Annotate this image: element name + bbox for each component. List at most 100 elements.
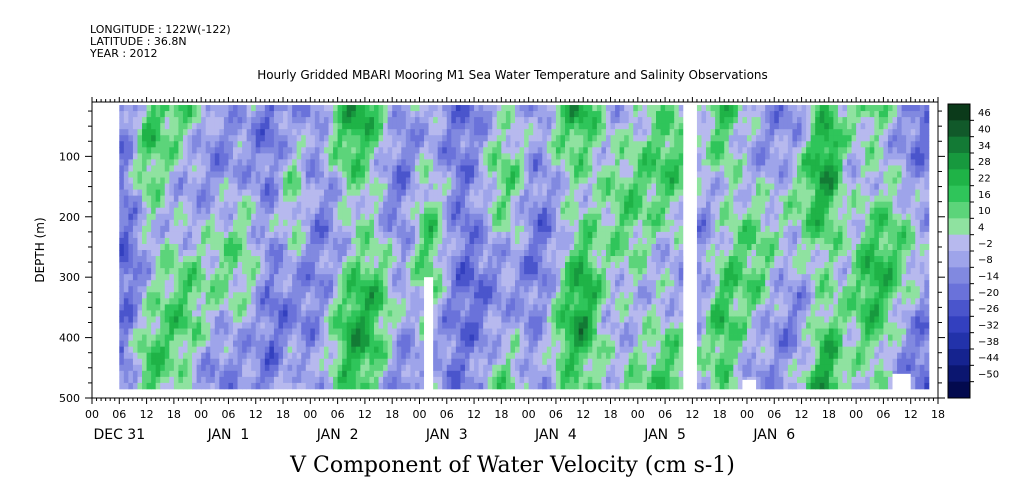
heatmap-cell — [414, 243, 420, 251]
heatmap-cell — [478, 364, 484, 372]
heatmap-cell — [396, 135, 402, 142]
heatmap-cell — [219, 256, 225, 263]
heatmap-cell — [455, 117, 461, 124]
heatmap-cell — [387, 171, 393, 178]
heatmap-cell — [333, 183, 339, 190]
heatmap-cell — [137, 219, 143, 227]
heatmap-cell — [323, 177, 329, 184]
heatmap-cell — [569, 123, 575, 130]
heatmap-cell — [414, 213, 420, 221]
heatmap-cell — [378, 141, 384, 148]
heatmap-cell — [492, 207, 498, 215]
heatmap-cell — [528, 304, 534, 311]
heatmap-cell — [374, 243, 379, 251]
heatmap-cell — [474, 123, 480, 130]
heatmap-cell — [492, 280, 498, 287]
heatmap-cell — [187, 213, 193, 221]
heatmap-cell — [546, 177, 552, 184]
heatmap-cell — [182, 165, 188, 172]
heatmap-cell — [446, 201, 452, 209]
heatmap-cell — [196, 250, 202, 257]
heatmap-cell — [528, 225, 534, 233]
heatmap-cell — [278, 159, 284, 166]
heatmap-cell — [524, 274, 530, 281]
heatmap-cell — [496, 219, 502, 227]
heatmap-cell — [555, 123, 561, 130]
heatmap-cell — [296, 376, 302, 384]
heatmap-cell — [396, 346, 402, 354]
heatmap-cell — [533, 340, 539, 348]
heatmap-cell — [310, 268, 316, 275]
heatmap-cell — [196, 165, 202, 172]
heatmap-cell — [578, 237, 584, 245]
heatmap-cell — [319, 195, 325, 203]
heatmap-cell — [442, 165, 448, 172]
heatmap-cell — [401, 117, 407, 124]
heatmap-cell — [119, 328, 125, 335]
heatmap-cell — [546, 135, 552, 142]
heatmap-cell — [314, 322, 320, 329]
heatmap-cell — [569, 171, 575, 178]
heatmap-cell — [587, 304, 593, 311]
heatmap-cell — [578, 256, 584, 263]
heatmap-cell — [319, 177, 325, 184]
heatmap-cell — [596, 201, 602, 209]
heatmap-cell — [551, 141, 557, 148]
heatmap-cell — [546, 129, 552, 136]
heatmap-cell — [355, 231, 361, 239]
heatmap-cell — [469, 177, 475, 184]
heatmap-cell — [187, 159, 193, 166]
heatmap-cell — [319, 358, 325, 366]
heatmap-cell — [483, 117, 489, 124]
heatmap-cell — [578, 195, 584, 203]
heatmap-cell — [301, 117, 307, 124]
heatmap-cell — [205, 286, 211, 293]
heatmap-cell — [474, 274, 480, 281]
heatmap-cell — [233, 304, 238, 311]
heatmap-cell — [446, 364, 452, 372]
heatmap-cell — [378, 189, 384, 197]
heatmap-cell — [219, 135, 225, 142]
heatmap-cell — [237, 316, 243, 323]
heatmap-cell — [214, 304, 220, 311]
heatmap-cell — [169, 177, 175, 184]
heatmap-cell — [201, 183, 207, 190]
heatmap-cell — [205, 328, 211, 335]
heatmap-cell — [578, 268, 584, 275]
heatmap-cell — [587, 219, 593, 227]
heatmap-cell — [301, 201, 307, 209]
heatmap-cell — [196, 358, 202, 366]
heatmap-cell — [574, 171, 580, 178]
heatmap-cell — [328, 322, 334, 329]
heatmap-cell — [119, 105, 125, 112]
heatmap-cell — [533, 177, 539, 184]
heatmap-cell — [146, 328, 152, 335]
heatmap-cell — [242, 310, 248, 317]
heatmap-cell — [515, 219, 520, 227]
heatmap-cell — [255, 153, 261, 160]
heatmap-cell — [469, 141, 475, 148]
heatmap-cell — [524, 195, 530, 203]
heatmap-cell — [505, 195, 511, 203]
heatmap-cell — [419, 256, 425, 263]
heatmap-cell — [437, 304, 443, 311]
heatmap-cell — [401, 268, 407, 275]
heatmap-cell — [519, 250, 525, 257]
heatmap-cell — [387, 213, 393, 221]
heatmap-cell — [369, 195, 375, 203]
heatmap-cell — [182, 280, 188, 287]
heatmap-cell — [533, 105, 539, 112]
heatmap-cell — [333, 352, 339, 360]
heatmap-cell — [524, 129, 530, 136]
heatmap-cell — [537, 340, 543, 348]
heatmap-cell — [287, 286, 293, 293]
heatmap-cell — [210, 310, 216, 317]
heatmap-cell — [364, 141, 370, 148]
heatmap-cell — [542, 207, 548, 215]
heatmap-cell — [151, 153, 157, 160]
heatmap-cell — [360, 340, 366, 348]
heatmap-cell — [201, 213, 207, 221]
heatmap-cell — [433, 231, 439, 239]
heatmap-cell — [451, 225, 457, 233]
heatmap-cell — [469, 280, 475, 287]
